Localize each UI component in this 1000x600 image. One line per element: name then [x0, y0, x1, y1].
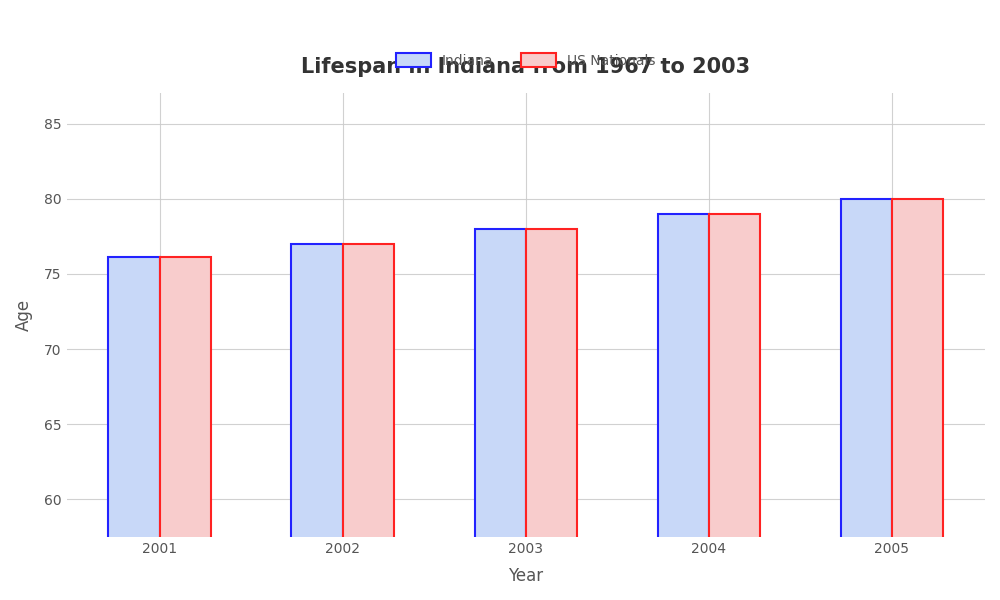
X-axis label: Year: Year [508, 567, 543, 585]
Y-axis label: Age: Age [15, 299, 33, 331]
Bar [108, 257, 160, 600]
Bar [160, 257, 211, 600]
Bar [291, 244, 343, 600]
Bar [475, 229, 526, 600]
Bar [658, 214, 709, 600]
Bar [841, 199, 892, 600]
Legend: Indiana, US Nationals: Indiana, US Nationals [391, 47, 661, 73]
Bar [709, 214, 760, 600]
Bar [343, 244, 394, 600]
Bar [526, 229, 577, 600]
Bar [892, 199, 943, 600]
Title: Lifespan in Indiana from 1967 to 2003: Lifespan in Indiana from 1967 to 2003 [301, 56, 750, 77]
